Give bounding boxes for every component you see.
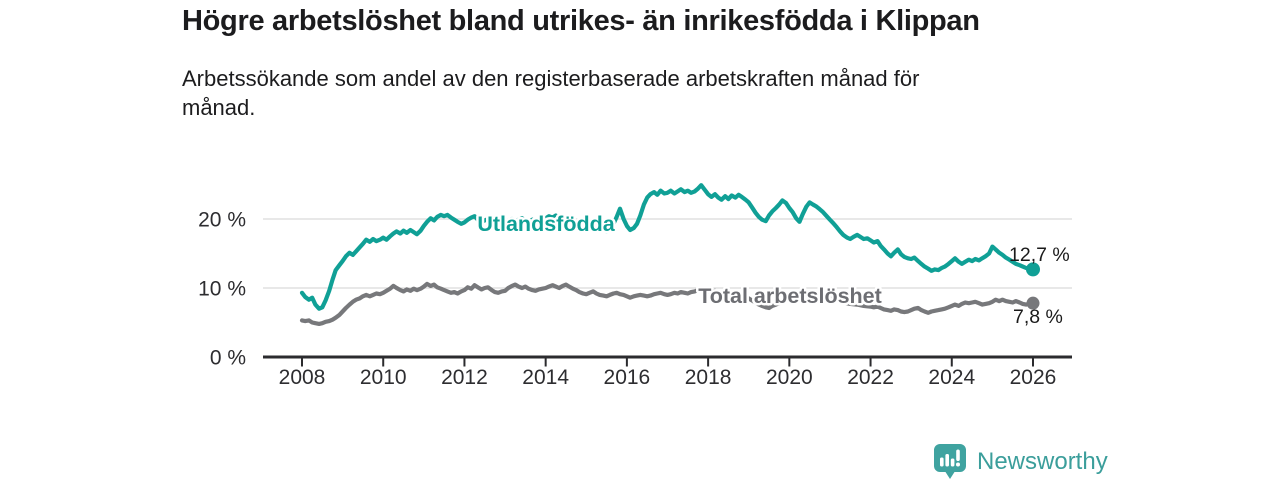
logo-exclamation-bar [956,449,960,461]
subtitle-line-1: Arbetssökande som andel av den registerb… [182,66,920,91]
page-subtitle: Arbetssökande som andel av den registerb… [182,64,1042,122]
x-axis-label: 2008 [279,366,326,389]
series-label-utlandsfodda: Utlandsfödda [477,212,615,236]
series-end-value-total: 7,8 % [1013,306,1063,328]
newsworthy-logo-icon [934,444,966,479]
x-axis-label: 2022 [847,366,894,389]
x-axis-label: 2012 [441,366,488,389]
series-end-dot-total [1026,296,1040,310]
logo-bar-3 [950,458,955,467]
x-axis-label: 2016 [604,366,651,389]
series-label-total: Total arbetslöshet [698,284,882,308]
x-axis-label: 2020 [766,366,813,389]
series-end-dot-utlandsfodda [1025,262,1040,277]
page-title: Högre arbetslöshet bland utrikes- än inr… [182,5,980,37]
y-axis-label: 10 % [198,278,246,301]
x-axis-label: 2010 [360,366,407,389]
logo-bar-2 [945,454,949,467]
newsworthy-brand: Newsworthy [933,443,1108,480]
y-axis-label: 20 % [198,209,246,232]
series-end-value-utlandsfodda: 12,7 % [1009,244,1070,266]
logo-speech-bubble [934,444,966,479]
subtitle-line-2: månad. [182,95,256,120]
x-axis-label: 2024 [928,366,975,389]
series-line-utlandsfodda [299,183,1036,311]
brand-name: Newsworthy [977,447,1108,475]
logo-bar-1 [940,457,944,467]
x-axis-label: 2014 [522,366,569,389]
y-axis-label: 0 % [210,347,246,370]
logo-exclamation-dot [956,462,960,467]
x-axis-label: 2018 [685,366,732,389]
x-axis-label: 2026 [1010,366,1057,389]
series-line-total [299,281,1036,326]
